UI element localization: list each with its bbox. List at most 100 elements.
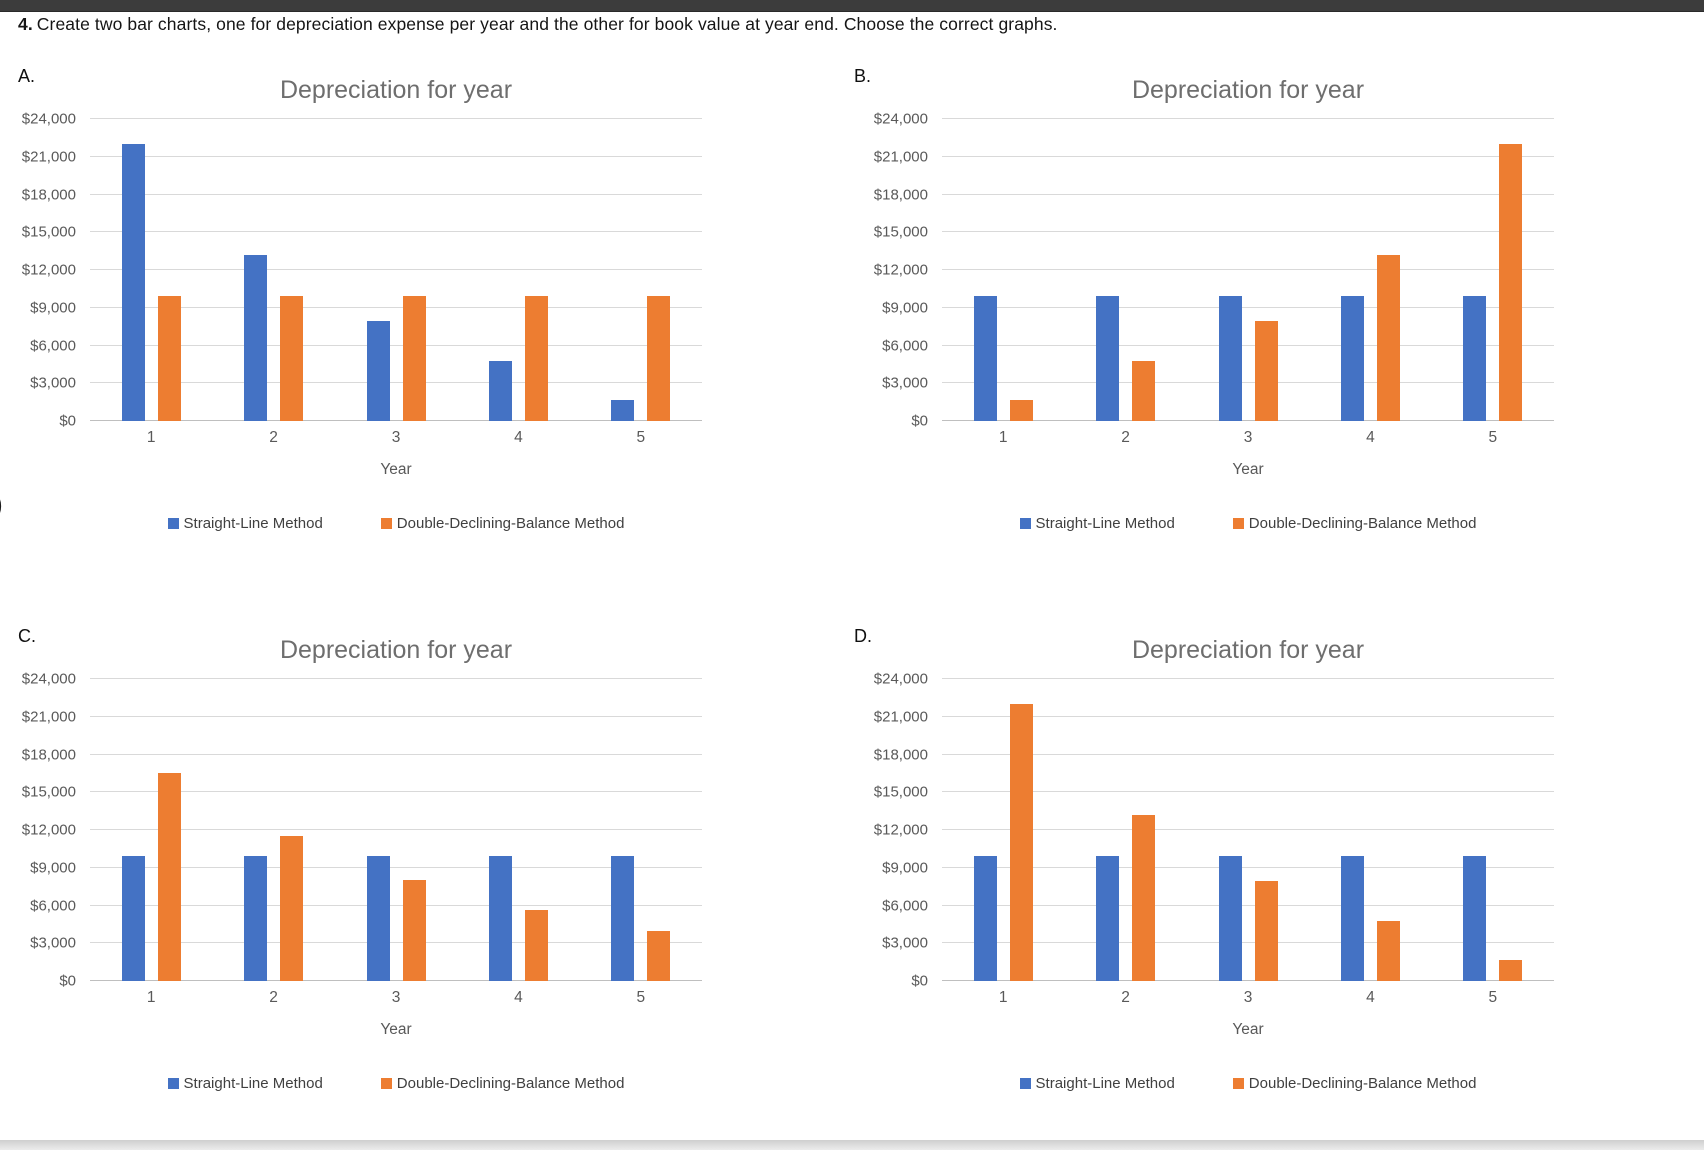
legend: Straight-Line Method Double-Declining-Bal… [942, 1075, 1554, 1092]
legend-item-double-declining: Double-Declining-Balance Method [1232, 515, 1476, 532]
legend-swatch-icon [380, 518, 392, 529]
bar-group-year-5 [1432, 119, 1554, 421]
y-tick-label: $15,000 [21, 223, 76, 241]
bar-groups [90, 119, 702, 421]
chart-option-b[interactable]: B. Depreciation for year $0 $3,000 $6,000 $… [852, 58, 1704, 618]
chart-option-d[interactable]: D. Depreciation for year $0 $3,000 $6,000 $… [852, 618, 1704, 1148]
bar-straight-line [121, 856, 145, 981]
bar-double-declining [402, 296, 426, 421]
y-tick-label: $0 [59, 412, 76, 430]
bar-double-declining [1254, 880, 1278, 981]
bar-straight-line [1218, 296, 1242, 421]
chart-area: $0 $3,000 $6,000 $9,000 $12,000 $15,000 $18,00… [0, 111, 852, 430]
charts-grid: A. Depreciation for year $0 $3,000 $6,000 $… [0, 58, 1704, 1148]
legend-swatch-icon [167, 518, 179, 529]
x-tick-label: 4 [1366, 429, 1375, 446]
legend-item-straight-line: Straight-Line Method [1019, 515, 1175, 532]
chart-option-a[interactable]: A. Depreciation for year $0 $3,000 $6,000 $… [0, 58, 852, 618]
x-tick-label: 5 [636, 429, 646, 446]
y-tick-label: $18,000 [873, 186, 928, 203]
bar-double-declining [1376, 254, 1400, 421]
gridline [942, 980, 1554, 981]
bar-group-year-2 [1064, 119, 1186, 421]
y-tick-label: $9,000 [882, 299, 928, 317]
x-tick-label: 2 [1121, 989, 1130, 1006]
gridline [942, 231, 1554, 233]
chart-title: Depreciation for year [279, 76, 513, 104]
y-tick-label: $9,000 [30, 859, 76, 877]
bar-straight-line [1096, 856, 1120, 981]
bar-double-declining [280, 296, 304, 421]
bar-group-year-3 [335, 119, 457, 421]
bar-group-year-1 [942, 679, 1064, 981]
y-tick-label: $21,000 [873, 148, 928, 166]
y-tick-label: $0 [911, 412, 928, 430]
y-tick-label: $6,000 [30, 337, 76, 354]
legend-swatch-icon [380, 1078, 392, 1089]
x-axis: 1 2 3 4 5 [90, 989, 702, 1007]
bar-straight-line [366, 856, 390, 981]
gridline [942, 715, 1554, 717]
x-tick-label: 4 [514, 989, 523, 1006]
legend-label: Straight-Line Method [1035, 515, 1175, 532]
y-tick-label: $24,000 [21, 670, 76, 688]
x-tick-label: 4 [1366, 989, 1375, 1006]
y-tick-label: $6,000 [30, 897, 76, 914]
gridline [942, 791, 1554, 793]
y-tick-label: $24,000 [873, 110, 928, 128]
y-tick-label: $12,000 [873, 261, 928, 279]
gridline [90, 829, 702, 830]
chart-title: Depreciation for year [1131, 636, 1365, 664]
bar-straight-line [244, 254, 268, 421]
x-axis: 1 2 3 4 5 [942, 429, 1554, 447]
x-tick-label: 5 [636, 989, 646, 1006]
bar-double-declining [157, 296, 181, 421]
bar-straight-line [611, 856, 635, 981]
gridline [942, 269, 1554, 270]
y-tick-label: $21,000 [21, 708, 76, 726]
y-tick-label: $3,000 [882, 934, 928, 952]
y-tick-label: $6,000 [882, 897, 928, 914]
question-text: 4. Create two bar charts, one for depreci… [18, 14, 1058, 35]
chart-option-c[interactable]: C. Depreciation for year $0 $3,000 $6,000 $… [0, 618, 852, 1148]
gridline [90, 980, 702, 981]
gridline [942, 829, 1554, 830]
legend: Straight-Line Method Double-Declining-Bal… [90, 515, 702, 532]
bar-group-year-1 [90, 679, 212, 981]
gridline [90, 382, 702, 384]
x-tick-label: 3 [1243, 989, 1253, 1006]
bar-double-declining [280, 836, 304, 981]
bar-straight-line [973, 856, 997, 981]
legend-item-double-declining: Double-Declining-Balance Method [380, 515, 624, 532]
bar-group-year-3 [1187, 679, 1309, 981]
y-tick-label: $3,000 [882, 374, 928, 392]
x-axis-title: Year [1232, 1021, 1264, 1038]
gridline [942, 155, 1554, 157]
legend-swatch-icon [1232, 518, 1244, 529]
y-tick-label: $0 [911, 972, 928, 990]
bar-double-declining [524, 909, 548, 981]
gridline [90, 678, 702, 679]
gridline [942, 904, 1554, 906]
x-tick-label: 4 [514, 429, 523, 446]
gridline [942, 118, 1554, 119]
option-c-label: C. [18, 626, 36, 646]
question-number: 4. [18, 14, 33, 34]
bar-groups [942, 119, 1554, 421]
bar-group-year-2 [212, 679, 334, 981]
gridline [942, 942, 1554, 944]
y-tick-label: $12,000 [873, 821, 928, 839]
bar-straight-line [121, 144, 145, 421]
x-tick-label: 3 [1243, 429, 1253, 446]
legend-item-double-declining: Double-Declining-Balance Method [380, 1075, 624, 1092]
y-tick-label: $12,000 [21, 821, 76, 839]
bar-straight-line [973, 296, 997, 421]
legend-swatch-icon [1019, 518, 1031, 529]
y-tick-label: $0 [59, 972, 76, 990]
gridline [90, 155, 702, 157]
legend-label: Double-Declining-Balance Method [1248, 1075, 1477, 1092]
legend: Straight-Line Method Double-Declining-Bal… [942, 515, 1554, 532]
x-tick-label: 1 [998, 989, 1008, 1006]
bar-group-year-3 [1187, 119, 1309, 421]
plot-area [942, 678, 1554, 981]
